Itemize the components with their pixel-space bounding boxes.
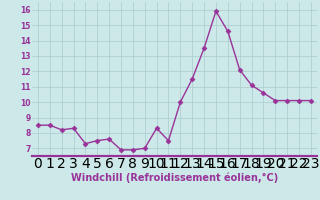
X-axis label: Windchill (Refroidissement éolien,°C): Windchill (Refroidissement éolien,°C) xyxy=(71,173,278,183)
